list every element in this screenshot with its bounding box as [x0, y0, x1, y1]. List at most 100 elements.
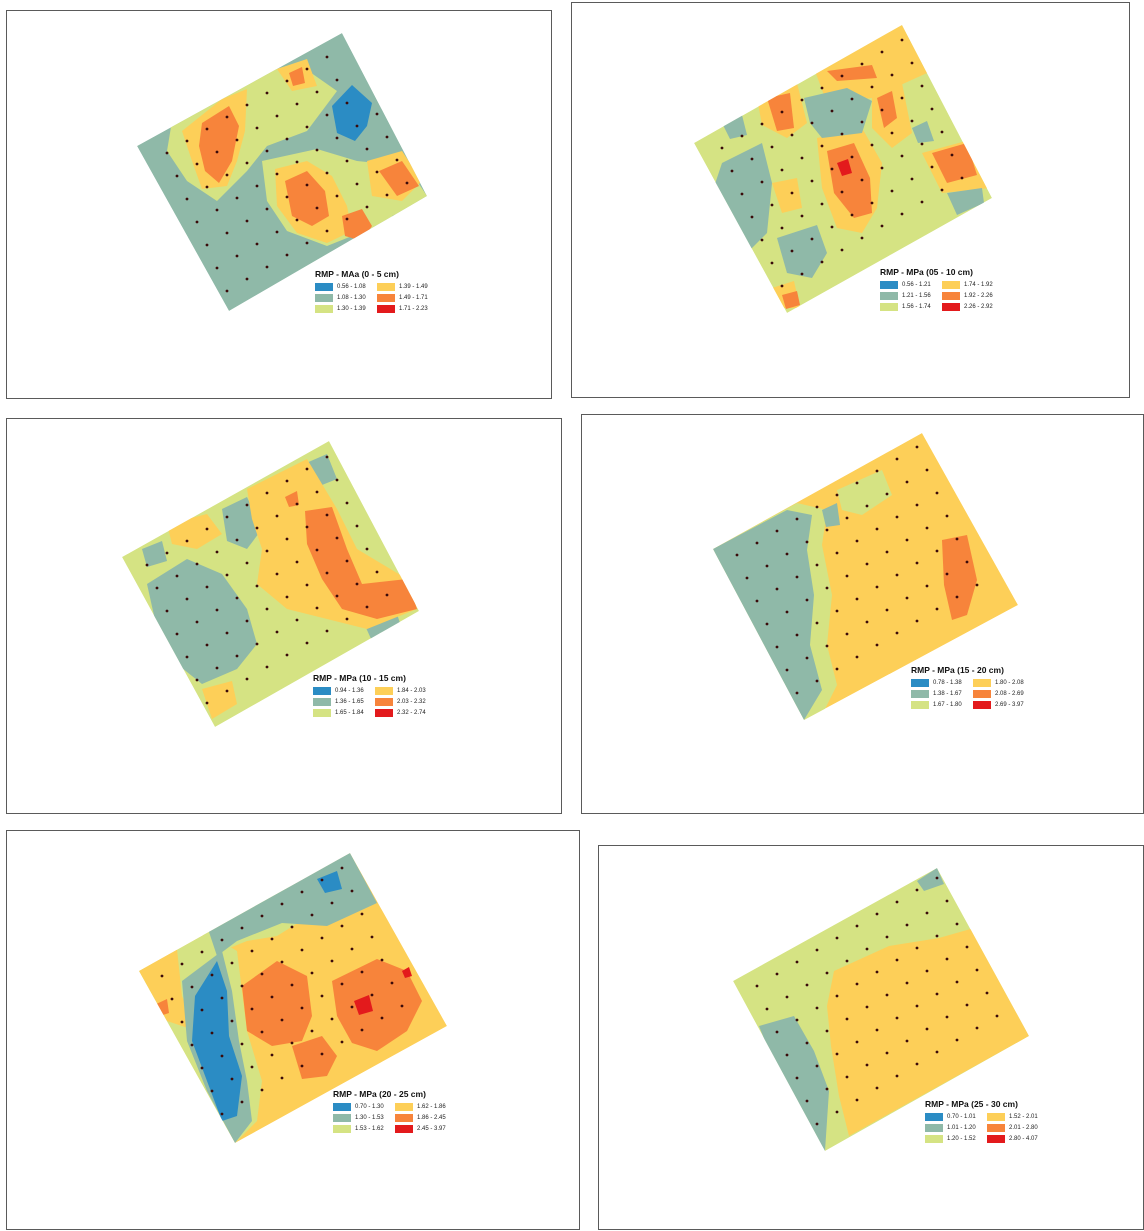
legend-swatch	[911, 701, 929, 709]
legend-item: 0.56 - 1.08	[315, 283, 377, 291]
legend-item: 2.80 - 4.07	[987, 1135, 1049, 1143]
legend-label: 0.78 - 1.38	[933, 680, 962, 686]
legend-label: 2.26 - 2.92	[964, 304, 993, 310]
legend-swatch	[315, 294, 333, 302]
legend-title: RMP - MPa (25 - 30 cm)	[925, 1099, 1018, 1109]
legend-swatch	[333, 1103, 351, 1111]
map-panel-25-30cm: RMP - MPa (25 - 30 cm) 0.70 - 1.01 1.52 …	[598, 845, 1144, 1230]
map-panel-10-15cm: RMP - MPa (10 - 15 cm) 0.94 - 1.36 1.84 …	[6, 418, 562, 814]
map-25-30cm	[733, 868, 1029, 1151]
sample-points	[160, 866, 404, 1116]
legend-swatch	[973, 679, 991, 687]
legend-item: 1.92 - 2.26	[942, 292, 1004, 300]
legend-label: 2.80 - 4.07	[1009, 1136, 1038, 1142]
legend-item: 2.03 - 2.32	[375, 698, 437, 706]
legend-title: RMP - MPa (15 - 20 cm)	[911, 665, 1004, 675]
legend-title: RMP - MPa (05 - 10 cm)	[880, 267, 973, 277]
legend-label: 2.03 - 2.32	[397, 699, 426, 705]
legend-swatch	[375, 687, 393, 695]
map-panel-05-10cm: RMP - MPa (05 - 10 cm) 0.56 - 1.21 1.74 …	[571, 2, 1130, 398]
legend-label: 0.56 - 1.21	[902, 282, 931, 288]
legend-item: 1.30 - 1.39	[315, 305, 377, 313]
legend-swatch	[942, 292, 960, 300]
legend-swatch	[377, 305, 395, 313]
legend-item: 1.71 - 2.23	[377, 305, 439, 313]
map-legend: RMP - MPa (25 - 30 cm) 0.70 - 1.01 1.52 …	[925, 1099, 1085, 1143]
legend-item: 2.08 - 2.69	[973, 690, 1035, 698]
legend-label: 1.71 - 2.23	[399, 306, 428, 312]
legend-title: RMP - MPa (20 - 25 cm)	[333, 1089, 426, 1099]
legend-item: 1.56 - 1.74	[880, 303, 942, 311]
legend-label: 1.01 - 1.20	[947, 1125, 976, 1131]
legend-item: 1.38 - 1.67	[911, 690, 973, 698]
legend-item: 1.74 - 1.92	[942, 281, 1004, 289]
legend-label: 1.62 - 1.86	[417, 1104, 446, 1110]
legend-label: 2.69 - 3.97	[995, 702, 1024, 708]
legend-label: 2.45 - 3.97	[417, 1126, 446, 1132]
legend-item: 1.86 - 2.45	[395, 1114, 457, 1122]
legend-item: 2.69 - 3.97	[973, 701, 1035, 709]
map-panel-20-25cm: RMP - MPa (20 - 25 cm) 0.70 - 1.30 1.62 …	[6, 830, 580, 1230]
legend-item: 1.53 - 1.62	[333, 1125, 395, 1133]
legend-label: 1.38 - 1.67	[933, 691, 962, 697]
map-panel-15-20cm: RMP - MPa (15 - 20 cm) 0.78 - 1.38 1.80 …	[581, 414, 1144, 814]
legend-item: 0.56 - 1.21	[880, 281, 942, 289]
legend-item: 1.21 - 1.56	[880, 292, 942, 300]
legend-item: 0.70 - 1.01	[925, 1113, 987, 1121]
map-0-5cm	[137, 33, 427, 311]
legend-label: 1.39 - 1.49	[399, 284, 428, 290]
map-panel-0-5cm: RMP - MAa (0 - 5 cm) 0.56 - 1.08 1.39 - …	[6, 10, 552, 399]
legend-label: 1.08 - 1.30	[337, 295, 366, 301]
legend-swatch	[375, 698, 393, 706]
legend-swatch	[880, 281, 898, 289]
legend-item: 0.70 - 1.30	[333, 1103, 395, 1111]
legend-label: 0.56 - 1.08	[337, 284, 366, 290]
map-legend: RMP - MPa (20 - 25 cm) 0.70 - 1.30 1.62 …	[333, 1089, 493, 1133]
sample-points	[755, 876, 999, 1126]
legend-swatch	[925, 1124, 943, 1132]
legend-item: 1.67 - 1.80	[911, 701, 973, 709]
legend-label: 2.08 - 2.69	[995, 691, 1024, 697]
legend-swatch	[942, 303, 960, 311]
legend-swatch	[313, 687, 331, 695]
map-legend: RMP - MPa (15 - 20 cm) 0.78 - 1.38 1.80 …	[911, 665, 1071, 709]
legend-swatch	[377, 294, 395, 302]
legend-swatch	[925, 1113, 943, 1121]
legend-swatch	[395, 1103, 413, 1111]
legend-item: 0.78 - 1.38	[911, 679, 973, 687]
legend-label: 1.74 - 1.92	[964, 282, 993, 288]
legend-label: 1.49 - 1.71	[399, 295, 428, 301]
map-05-10cm	[694, 25, 992, 313]
legend-item: 1.01 - 1.20	[925, 1124, 987, 1132]
legend-swatch	[375, 709, 393, 717]
legend-item: 1.08 - 1.30	[315, 294, 377, 302]
legend-swatch	[973, 701, 991, 709]
legend-label: 2.32 - 2.74	[397, 710, 426, 716]
legend-label: 2.01 - 2.80	[1009, 1125, 1038, 1131]
map-legend: RMP - MPa (05 - 10 cm) 0.56 - 1.21 1.74 …	[880, 267, 1040, 311]
legend-item: 2.32 - 2.74	[375, 709, 437, 717]
legend-item: 1.36 - 1.65	[313, 698, 375, 706]
legend-label: 1.30 - 1.39	[337, 306, 366, 312]
legend-swatch	[942, 281, 960, 289]
legend-label: 1.65 - 1.84	[335, 710, 364, 716]
legend-swatch	[880, 292, 898, 300]
legend-label: 1.52 - 2.01	[1009, 1114, 1038, 1120]
legend-item: 2.01 - 2.80	[987, 1124, 1049, 1132]
sample-points	[165, 55, 409, 293]
map-10-15cm	[122, 441, 419, 727]
legend-label: 1.30 - 1.53	[355, 1115, 384, 1121]
legend-swatch	[987, 1113, 1005, 1121]
legend-swatch	[973, 690, 991, 698]
legend-swatch	[377, 283, 395, 291]
legend-label: 1.36 - 1.65	[335, 699, 364, 705]
legend-item: 2.45 - 3.97	[395, 1125, 457, 1133]
map-15-20cm	[713, 433, 1018, 720]
legend-item: 2.26 - 2.92	[942, 303, 1004, 311]
legend-label: 0.70 - 1.30	[355, 1104, 384, 1110]
legend-label: 0.94 - 1.36	[335, 688, 364, 694]
legend-item: 1.62 - 1.86	[395, 1103, 457, 1111]
legend-swatch	[333, 1125, 351, 1133]
legend-swatch	[315, 305, 333, 313]
legend-item: 1.39 - 1.49	[377, 283, 439, 291]
